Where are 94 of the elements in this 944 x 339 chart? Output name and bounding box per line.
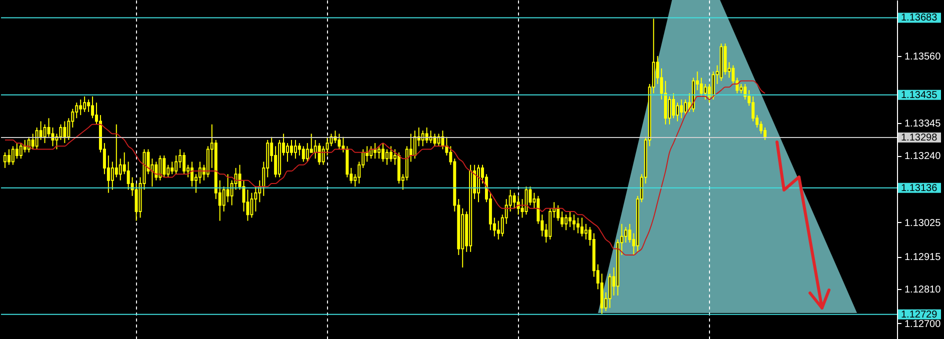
- y-tick-label: 1.12700: [904, 318, 942, 330]
- candlestick: [83, 96, 86, 112]
- candlestick: [286, 142, 290, 162]
- candlestick: [222, 186, 226, 212]
- candlestick: [79, 99, 82, 116]
- candlestick: [740, 83, 743, 94]
- candlestick: [378, 146, 381, 160]
- candlestick: [342, 136, 345, 153]
- y-tick-label: 1.12915: [904, 252, 942, 264]
- candlestick: [421, 130, 424, 147]
- y-tick-label: 1.12810: [904, 284, 942, 296]
- candlestick: [672, 92, 675, 119]
- ref-line-label: 1.13435: [901, 90, 938, 101]
- candlestick: [744, 83, 747, 100]
- candlestick: [91, 96, 94, 119]
- candlestick: [314, 139, 317, 160]
- y-tick-label: 1.13560: [904, 51, 942, 62]
- candlestick: [274, 146, 278, 178]
- candlestick: [764, 127, 767, 140]
- candlestick: [19, 142, 22, 160]
- candlestick: [700, 77, 703, 97]
- candlestick: [385, 148, 388, 166]
- candlestick: [322, 146, 325, 166]
- candlestick: [576, 217, 580, 234]
- candlestick: [158, 155, 162, 181]
- candlestick: [226, 174, 230, 203]
- candlestick: [338, 133, 341, 150]
- candlestick: [190, 161, 194, 188]
- candlestick: [75, 102, 78, 119]
- candlestick: [3, 152, 6, 168]
- candlestick: [110, 161, 114, 190]
- candlestick: [290, 139, 293, 156]
- candlestick: [572, 214, 576, 231]
- candlestick: [676, 102, 679, 122]
- candlestick: [712, 71, 715, 100]
- candlestick: [35, 127, 38, 150]
- candlestick: [516, 195, 520, 216]
- candlestick: [584, 223, 588, 240]
- candlestick: [7, 148, 10, 166]
- candlestick: [23, 139, 26, 153]
- candlestick: [298, 142, 301, 156]
- candlestick: [318, 142, 321, 166]
- candlestick: [154, 161, 158, 181]
- candlestick: [556, 204, 560, 222]
- candlestick: [31, 133, 34, 150]
- candlestick: [680, 99, 683, 119]
- candlestick: [580, 217, 584, 237]
- candlestick: [382, 142, 385, 162]
- candlestick: [512, 192, 516, 209]
- candlestick: [178, 148, 182, 168]
- candlestick: [27, 136, 30, 153]
- candlestick: [250, 192, 254, 218]
- candlestick: [568, 210, 572, 228]
- candlestick: [564, 214, 568, 231]
- candlestick: [87, 99, 90, 112]
- ref-line-label: 1.12729: [901, 309, 938, 320]
- candlestick: [413, 130, 416, 160]
- candlestick: [628, 223, 632, 244]
- candlestick: [170, 161, 174, 175]
- candlestick: [524, 186, 528, 216]
- candlestick: [560, 210, 564, 228]
- candlestick: [63, 120, 66, 144]
- ref-line-label: 1.13298: [901, 132, 938, 144]
- y-tick-label: 1.13025: [904, 218, 942, 229]
- candlestick: [182, 152, 186, 175]
- candlestick: [162, 155, 166, 178]
- ref-line-label: 1.13136: [901, 182, 938, 194]
- candlestick: [668, 96, 672, 125]
- candlestick: [118, 158, 122, 181]
- candlestick: [15, 142, 18, 160]
- candlestick: [306, 142, 309, 162]
- candlestick: [302, 146, 305, 162]
- candlestick: [198, 161, 202, 184]
- candlestick: [294, 139, 297, 160]
- candlestick: [43, 124, 46, 144]
- candlestick: [389, 146, 392, 162]
- candlestick: [174, 155, 178, 175]
- candlestick: [114, 124, 118, 178]
- candlestick: [11, 146, 14, 166]
- candlestick: [254, 186, 258, 212]
- candlestick: [59, 124, 62, 140]
- candlestick: [134, 182, 138, 222]
- candlestick: [126, 161, 130, 190]
- candlestick: [760, 120, 763, 134]
- y-tick-label: 1.13240: [904, 151, 942, 162]
- candlestick: [496, 220, 500, 240]
- candlestick: [704, 83, 707, 100]
- candlestick: [425, 127, 428, 144]
- candlestick: [684, 99, 687, 116]
- candlestick: [608, 273, 612, 308]
- candlestick: [752, 96, 755, 122]
- ref-line-label: 1.13683: [901, 12, 938, 24]
- candlestick: [246, 189, 250, 222]
- y-tick-label: 1.13345: [904, 118, 942, 130]
